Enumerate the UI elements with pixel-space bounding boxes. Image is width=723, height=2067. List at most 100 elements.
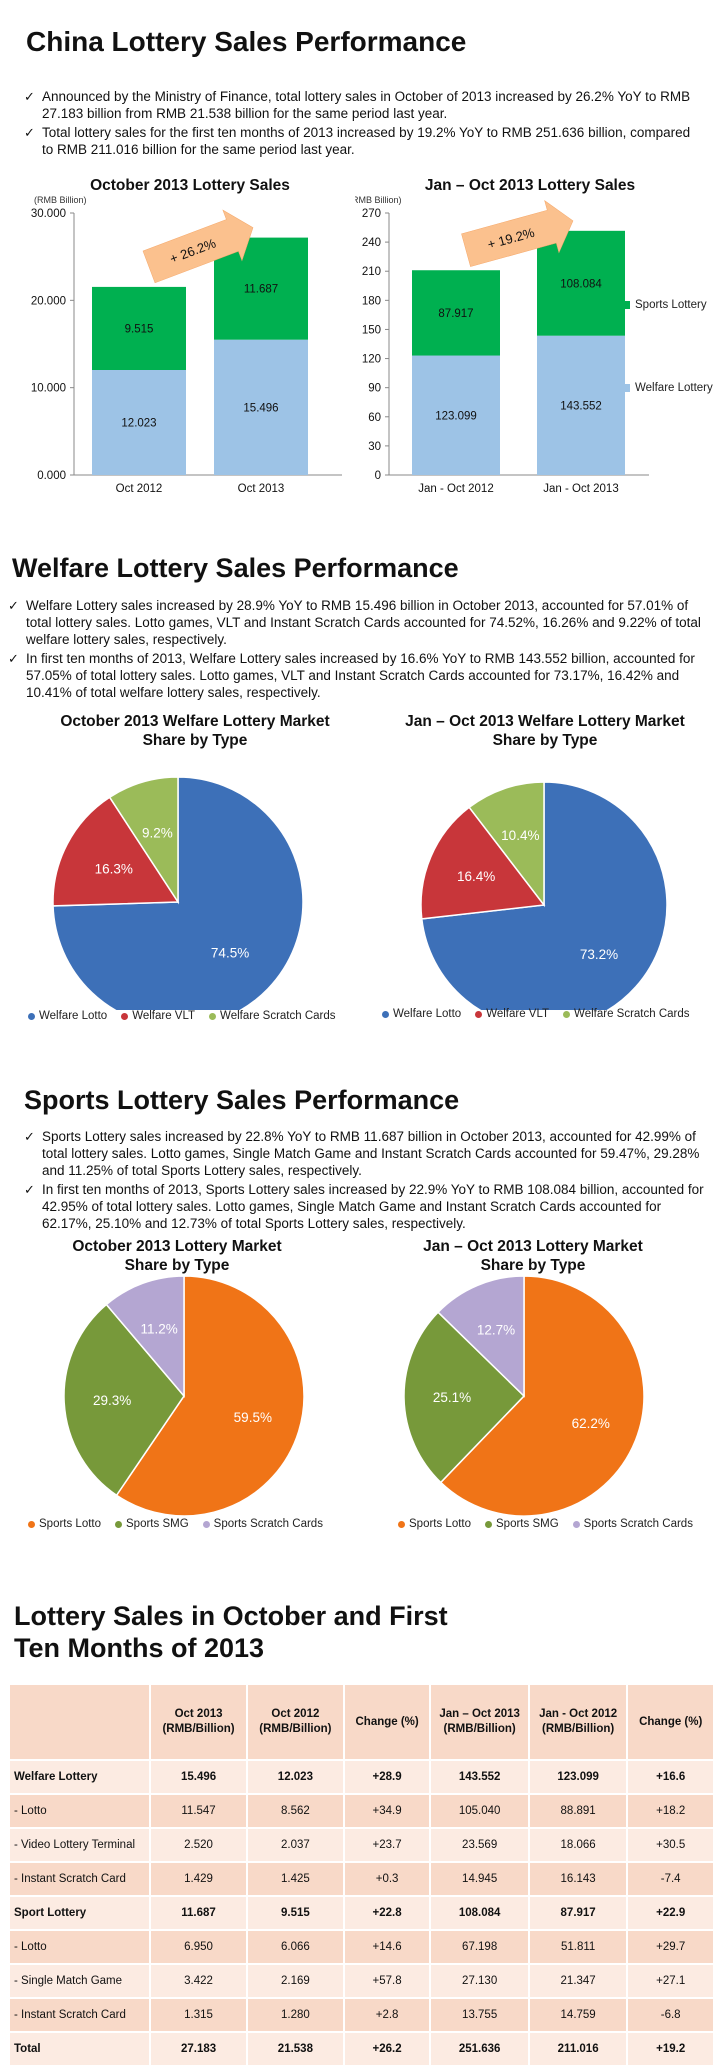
y-tick-label: 210	[362, 266, 381, 278]
section-title-table: Lottery Sales in October and First Ten M…	[14, 1600, 448, 1664]
pie-slice	[468, 781, 545, 908]
legend-item: Sports Scratch Cards	[572, 1518, 693, 1530]
pie-slice-label: 16.4%	[457, 869, 495, 884]
legend-item: Welfare VLT	[121, 1010, 195, 1022]
y-tick-label: 150	[362, 324, 381, 336]
table-cell: 15.496	[149, 1759, 248, 1795]
pie-slice-label: 29.3%	[93, 1393, 131, 1408]
legend-janoct-welfare: Welfare Lotto Welfare VLT Welfare Scratch …	[382, 1008, 690, 1020]
bullet-text: In first ten months of 2013, Sports Lott…	[42, 1182, 704, 1231]
table-cell: 1.315	[149, 1997, 248, 2033]
bar-value-label: 108.084	[560, 278, 602, 290]
table-cell: +23.7	[342, 1827, 432, 1863]
x-tick-label: Oct 2013	[238, 483, 285, 495]
bar-chart-janoct-sales: (RMB Billion) 0 30 60 90 120 150 180 210 240 270 12…	[355, 195, 649, 495]
legend-swatch	[572, 1520, 580, 1528]
bar-segment	[537, 230, 625, 336]
table-cell: - Lotto	[7, 1929, 152, 1965]
bullet-item: ✓ Announced by the Ministry of Finance, t…	[22, 88, 702, 122]
check-icon: ✓	[24, 1129, 35, 1144]
pie-chart-oct-welfare: 74.5% 16.3% 9.2%	[52, 776, 304, 1010]
pie-slice-label: 59.5%	[234, 1410, 272, 1425]
bar-value-label: 12.023	[121, 417, 156, 429]
y-tick-label: 240	[362, 237, 381, 249]
bar-value-label: 15.496	[243, 402, 278, 414]
table-cell: +57.8	[342, 1963, 432, 1999]
legend-item: Sports SMG	[485, 1518, 559, 1530]
table-cell: -7.4	[626, 1861, 715, 1897]
table-cell: 88.891	[527, 1793, 629, 1829]
pie-slice-label: 74.5%	[211, 945, 249, 960]
legend-swatch	[622, 301, 630, 309]
arrow-shape	[142, 209, 254, 284]
legend-swatch	[121, 1012, 129, 1020]
y-tick-label: 30.000	[31, 208, 66, 220]
check-icon: ✓	[24, 125, 35, 140]
legend-label: Welfare VLT	[132, 1010, 196, 1022]
table-cell: +18.2	[626, 1793, 715, 1829]
table-cell: 11.547	[149, 1793, 248, 1829]
legend-label: Welfare Lotto	[39, 1010, 108, 1022]
section-title-china-lottery: China Lottery Sales Performance	[26, 26, 467, 57]
check-icon: ✓	[8, 651, 19, 666]
section-title-line2: Ten Months of 2013	[14, 1633, 265, 1663]
pie-slice	[115, 1275, 305, 1517]
table-cell: 27.130	[429, 1963, 530, 1999]
bar-segment	[537, 335, 625, 475]
table-cell: 143.552	[429, 1759, 530, 1795]
table-header-cell: Jan – Oct 2013 (RMB/Billion)	[429, 1683, 530, 1761]
table-cell: 51.811	[527, 1929, 629, 1965]
table-cell: Sport Lottery	[7, 1895, 152, 1931]
section-title-welfare: Welfare Lottery Sales Performance	[12, 553, 459, 583]
section-title-line1: Lottery Sales in October and First	[14, 1601, 448, 1631]
table-row: - Instant Scratch Card 1.315 1.280 +2.8 13.7…	[7, 1997, 715, 2033]
legend-janoct-sports: Sports Lotto Sports SMG Sports Scratch Car…	[398, 1518, 693, 1530]
bullet-text: Welfare Lottery sales increased by 28.9%…	[26, 598, 701, 647]
table-row: - Video Lottery Terminal 2.520 2.037 +23.7 2…	[7, 1827, 715, 1863]
table-cell: +27.1	[626, 1963, 715, 1999]
legend-item: Welfare VLT	[475, 1008, 549, 1020]
table-cell: 3.422	[149, 1963, 248, 1999]
legend-swatch	[28, 1520, 35, 1528]
y-tick-label: 270	[362, 208, 381, 220]
table-cell: 6.066	[245, 1929, 345, 1965]
table-cell: 87.917	[527, 1895, 629, 1931]
legend-swatch	[622, 384, 630, 392]
legend-item: Sports Lotto	[398, 1518, 471, 1530]
table-cell: +34.9	[342, 1793, 432, 1829]
pie-slice-label: 62.2%	[572, 1416, 610, 1431]
legend-item: Welfare Lotto	[382, 1008, 461, 1020]
table-cell: +22.9	[626, 1895, 715, 1931]
pie-chart-janoct-welfare: 73.2% 16.4% 10.4%	[420, 781, 668, 1010]
table-cell: +14.6	[342, 1929, 432, 1965]
pie-chart-oct-sports: 59.5% 29.3% 11.2%	[63, 1275, 305, 1517]
chart-title-janoct-sports: Jan – Oct 2013 Lottery Market Share by T…	[423, 1238, 643, 1274]
bar-segment	[214, 339, 308, 475]
table-header-cell: Change (%)	[626, 1683, 715, 1761]
legend-swatch	[28, 1012, 35, 1020]
legend-item: Welfare Scratch Cards	[563, 1008, 690, 1020]
y-tick-label: 0.000	[37, 470, 66, 482]
table-row: - Single Match Game 3.422 2.169 +57.8 27.130…	[7, 1963, 715, 1999]
table-cell: Total	[7, 2031, 152, 2067]
legend-label: Sports SMG	[496, 1518, 559, 1530]
pie-slice	[439, 1275, 645, 1517]
bullet-list-china: ✓ Announced by the Ministry of Finance, t…	[22, 88, 702, 160]
bar-value-label: 123.099	[435, 410, 477, 422]
table-cell: - Single Match Game	[7, 1963, 152, 1999]
chart-title-janoct-sales: Jan – Oct 2013 Lottery Sales	[424, 177, 636, 194]
y-tick-label: 30	[368, 441, 381, 453]
bullet-text: Sports Lottery sales increased by 22.8% …	[42, 1129, 700, 1178]
legend-item-sports: Sports Lottery	[622, 299, 707, 311]
bar-value-label: 11.687	[244, 284, 278, 296]
table-cell: 21.538	[245, 2031, 345, 2067]
y-tick-label: 0	[375, 470, 381, 482]
pie-slice-label: 10.4%	[501, 828, 539, 843]
table-cell: 21.347	[527, 1963, 629, 1999]
check-icon: ✓	[8, 598, 19, 613]
pie-slice	[437, 1275, 525, 1398]
table-cell: - Instant Scratch Card	[7, 1861, 152, 1897]
table-cell: 13.755	[429, 1997, 530, 2033]
bullet-item: ✓ Total lottery sales for the first ten m…	[22, 124, 702, 158]
legend-label: Welfare Lottery	[635, 382, 713, 394]
